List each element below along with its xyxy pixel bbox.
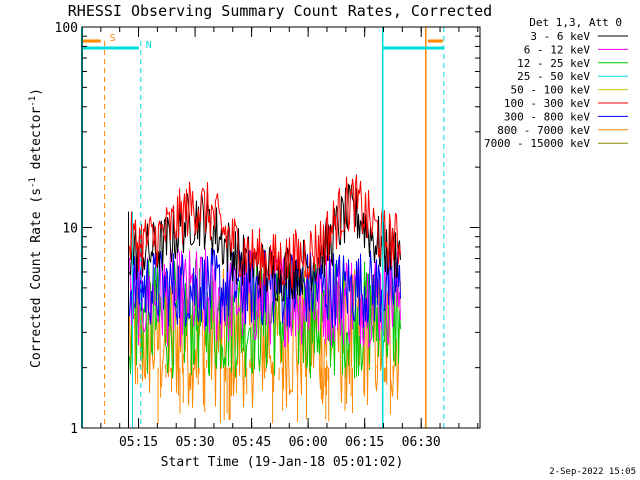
x-tick-label: 06:00 (289, 435, 328, 450)
x-axis-label: Start Time (19-Jan-18 05:01:02) (161, 455, 404, 470)
chart-title: RHESSI Observing Summary Count Rates, Co… (68, 2, 492, 20)
x-tick-label: 05:15 (119, 435, 158, 450)
legend-entry-label: 300 - 800 keV (504, 110, 590, 123)
date-stamp: 2-Sep-2022 15:05 (549, 467, 636, 477)
legend-entry-label: 7000 - 15000 keV (484, 137, 590, 150)
x-tick-label: 05:45 (232, 435, 271, 450)
y-axis-label: Corrected Count Rate (s-1 detector-1) (28, 88, 44, 368)
y-tick-label: 1 (70, 422, 78, 437)
x-tick-label: 05:30 (175, 435, 214, 450)
legend-entry-label: 6 - 12 keV (524, 43, 591, 56)
legend-header: Det 1,3, Att 0 (529, 16, 622, 29)
y-tick-label: 10 (62, 222, 78, 237)
legend-entry-label: 800 - 7000 keV (497, 124, 590, 137)
legend-entry-label: 12 - 25 keV (517, 57, 590, 70)
flag-label: S (110, 33, 116, 44)
x-tick-label: 06:30 (402, 435, 441, 450)
axes-group: 1 10 100 05:15 05:30 05:45 06:00 06:15 06:30 (55, 21, 481, 450)
legend-entry-label: 25 - 50 keV (517, 70, 590, 83)
data-series-group (129, 174, 401, 424)
y-tick-label: 100 (55, 21, 78, 36)
legend-entry-label: 50 - 100 keV (511, 84, 591, 97)
flag-label: N (146, 40, 152, 51)
series-line (129, 174, 401, 290)
marker-group: SN (81, 27, 445, 428)
series-dips (137, 358, 394, 424)
x-tick-label: 06:15 (345, 435, 384, 450)
legend-entry-label: 3 - 6 keV (530, 30, 590, 43)
legend-entry-label: 100 - 300 keV (504, 97, 590, 110)
